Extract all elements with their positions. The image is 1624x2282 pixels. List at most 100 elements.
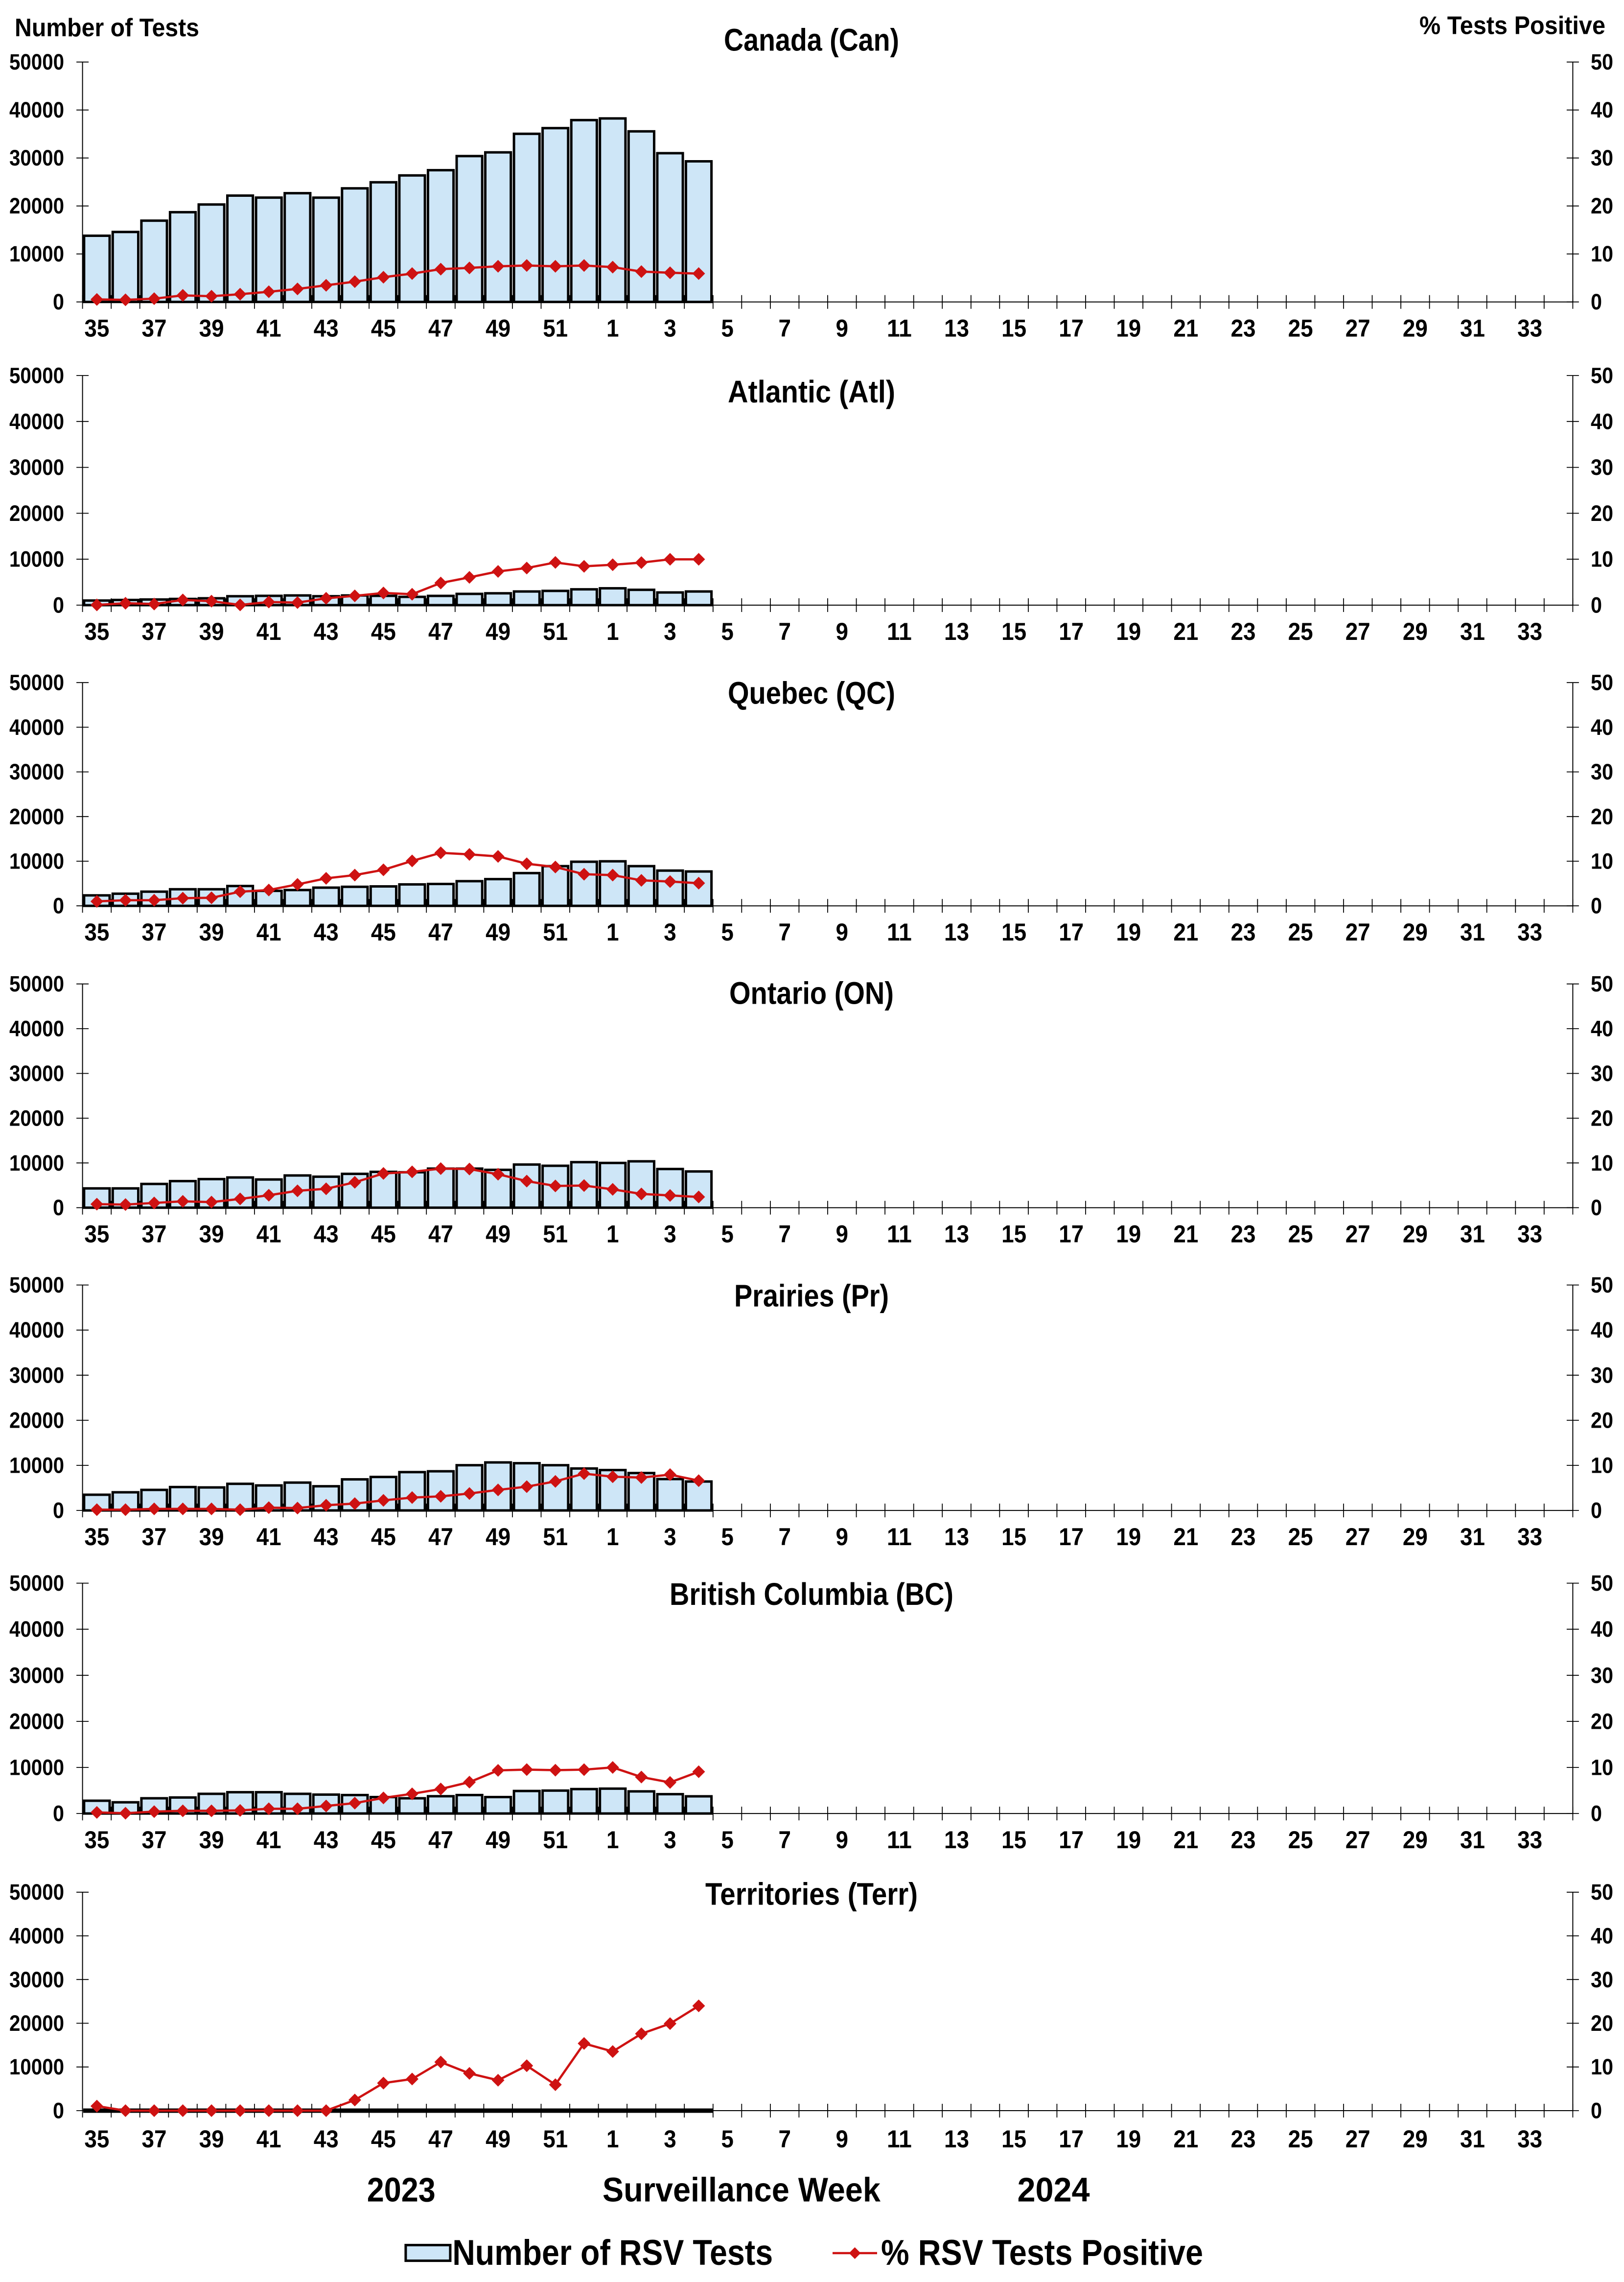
svg-text:37: 37: [142, 1221, 167, 1248]
svg-text:33: 33: [1517, 1826, 1542, 1854]
svg-text:% Tests Positive: % Tests Positive: [1419, 11, 1605, 40]
svg-text:37: 37: [142, 1826, 167, 1854]
svg-text:31: 31: [1460, 618, 1485, 645]
svg-text:50: 50: [1591, 1880, 1613, 1905]
svg-text:20: 20: [1591, 193, 1613, 218]
svg-text:45: 45: [371, 918, 396, 946]
svg-text:19: 19: [1116, 315, 1141, 342]
svg-text:15: 15: [1001, 2125, 1026, 2153]
svg-text:20000: 20000: [9, 1408, 64, 1433]
svg-text:3: 3: [664, 1221, 676, 1248]
svg-text:30000: 30000: [9, 1663, 64, 1688]
svg-text:19: 19: [1116, 2125, 1141, 2153]
svg-text:10000: 10000: [9, 849, 64, 874]
svg-text:49: 49: [486, 1221, 510, 1248]
svg-text:40000: 40000: [9, 97, 64, 122]
svg-text:40: 40: [1591, 409, 1613, 434]
svg-text:27: 27: [1346, 1826, 1370, 1854]
svg-text:Territories (Terr): Territories (Terr): [705, 1877, 918, 1912]
svg-text:43: 43: [314, 1523, 339, 1551]
svg-text:27: 27: [1346, 618, 1370, 645]
svg-text:30: 30: [1591, 455, 1613, 480]
svg-text:15: 15: [1001, 1826, 1026, 1854]
svg-text:21: 21: [1173, 1523, 1198, 1551]
svg-text:11: 11: [887, 618, 912, 645]
svg-text:50: 50: [1591, 363, 1613, 388]
svg-text:41: 41: [256, 1826, 281, 1854]
svg-text:9: 9: [836, 1826, 849, 1854]
svg-text:21: 21: [1173, 315, 1198, 342]
svg-text:5: 5: [721, 2125, 734, 2153]
svg-text:30000: 30000: [9, 1967, 64, 1992]
svg-text:50000: 50000: [9, 1880, 64, 1905]
svg-text:0: 0: [1591, 1801, 1602, 1826]
svg-text:9: 9: [836, 618, 849, 645]
svg-text:51: 51: [543, 1221, 568, 1248]
svg-text:35: 35: [84, 618, 109, 645]
svg-text:0: 0: [1591, 289, 1602, 314]
svg-text:40: 40: [1591, 715, 1613, 740]
svg-text:9: 9: [836, 1523, 849, 1551]
svg-text:35: 35: [84, 315, 109, 342]
svg-text:31: 31: [1460, 315, 1485, 342]
svg-text:50000: 50000: [9, 971, 64, 996]
svg-text:47: 47: [428, 618, 453, 645]
svg-text:0: 0: [1591, 1195, 1602, 1220]
svg-text:49: 49: [486, 2125, 510, 2153]
svg-text:2024: 2024: [1018, 2171, 1090, 2209]
svg-text:45: 45: [371, 315, 396, 342]
svg-text:30: 30: [1591, 1967, 1613, 1992]
svg-text:31: 31: [1460, 918, 1485, 946]
svg-text:21: 21: [1173, 618, 1198, 645]
svg-text:1: 1: [606, 618, 619, 645]
svg-text:39: 39: [199, 315, 224, 342]
svg-text:17: 17: [1059, 918, 1084, 946]
svg-text:0: 0: [1591, 2098, 1602, 2123]
svg-text:51: 51: [543, 1826, 568, 1854]
svg-text:15: 15: [1001, 918, 1026, 946]
svg-text:Atlantic (Atl): Atlantic (Atl): [728, 374, 895, 409]
svg-text:9: 9: [836, 2125, 849, 2153]
svg-text:9: 9: [836, 1221, 849, 1248]
svg-text:5: 5: [721, 1523, 734, 1551]
svg-text:40000: 40000: [9, 1016, 64, 1041]
svg-text:25: 25: [1288, 1523, 1313, 1551]
svg-text:49: 49: [486, 618, 510, 645]
svg-text:45: 45: [371, 1523, 396, 1551]
svg-text:17: 17: [1059, 315, 1084, 342]
svg-text:25: 25: [1288, 618, 1313, 645]
svg-text:25: 25: [1288, 2125, 1313, 2153]
svg-text:30000: 30000: [9, 759, 64, 784]
svg-text:37: 37: [142, 2125, 167, 2153]
svg-text:25: 25: [1288, 1826, 1313, 1854]
svg-text:15: 15: [1001, 1221, 1026, 1248]
svg-text:50: 50: [1591, 971, 1613, 996]
svg-text:11: 11: [887, 1523, 912, 1551]
svg-text:0: 0: [53, 894, 64, 918]
svg-text:13: 13: [944, 1221, 969, 1248]
svg-text:50000: 50000: [9, 1272, 64, 1297]
svg-text:1: 1: [606, 1826, 619, 1854]
svg-text:20000: 20000: [9, 804, 64, 829]
svg-text:0: 0: [53, 1801, 64, 1826]
svg-text:20: 20: [1591, 1106, 1613, 1130]
svg-text:0: 0: [1591, 894, 1602, 918]
svg-text:40: 40: [1591, 1317, 1613, 1342]
svg-text:50: 50: [1591, 1571, 1613, 1596]
svg-text:35: 35: [84, 918, 109, 946]
svg-text:50: 50: [1591, 1272, 1613, 1297]
svg-text:9: 9: [836, 315, 849, 342]
svg-text:5: 5: [721, 918, 734, 946]
svg-text:10000: 10000: [9, 547, 64, 572]
svg-text:25: 25: [1288, 315, 1313, 342]
svg-text:19: 19: [1116, 1221, 1141, 1248]
svg-text:33: 33: [1517, 315, 1542, 342]
svg-text:20: 20: [1591, 2011, 1613, 2036]
svg-text:1: 1: [606, 2125, 619, 2153]
svg-text:7: 7: [778, 918, 791, 946]
svg-text:50000: 50000: [9, 363, 64, 388]
svg-text:51: 51: [543, 315, 568, 342]
svg-text:41: 41: [256, 1221, 281, 1248]
svg-text:27: 27: [1346, 1523, 1370, 1551]
svg-text:49: 49: [486, 315, 510, 342]
